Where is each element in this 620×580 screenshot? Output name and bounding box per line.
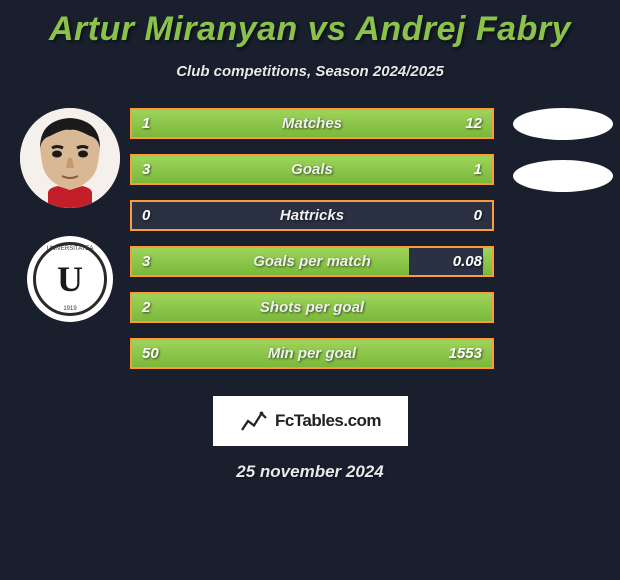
stat-bar: 31Goals (130, 154, 494, 185)
right-column (502, 108, 620, 384)
bar-value-left: 3 (142, 156, 150, 183)
stat-bar: 30.08Goals per match (130, 246, 494, 277)
bar-fill-left (132, 156, 402, 183)
comparison-panel: U UNIVERSITATEA 1919 112Matches31Goals00… (0, 108, 620, 384)
footer-date: 25 november 2024 (0, 462, 620, 482)
bar-value-left: 0 (142, 202, 150, 229)
bar-fill-right (483, 248, 492, 275)
left-column: U UNIVERSITATEA 1919 (10, 108, 130, 384)
bar-label: Hattricks (132, 202, 492, 229)
footer-brand-text: FcTables.com (275, 411, 381, 431)
bar-value-left: 2 (142, 294, 150, 321)
bar-value-right: 0 (474, 202, 482, 229)
avatar-placeholder-icon (20, 108, 120, 208)
page-subtitle: Club competitions, Season 2024/2025 (0, 63, 620, 80)
bar-value-left: 1 (142, 110, 150, 137)
player-avatar (20, 108, 120, 208)
bar-fill-left (132, 294, 492, 321)
stat-bar: 501553Min per goal (130, 338, 494, 369)
player2-avatar-placeholder (513, 108, 613, 140)
bar-fill-right (143, 340, 492, 367)
bar-value-left: 3 (142, 248, 150, 275)
club-year-text: 1919 (63, 306, 76, 312)
bar-fill-left (132, 248, 409, 275)
stat-bar: 112Matches (130, 108, 494, 139)
page-title: Artur Miranyan vs Andrej Fabry (0, 0, 620, 49)
bar-fill-right (160, 110, 492, 137)
bar-value-right: 1553 (449, 340, 482, 367)
stat-bar: 2Shots per goal (130, 292, 494, 323)
bar-value-right: 12 (465, 110, 482, 137)
club2-badge-placeholder (513, 160, 613, 192)
bar-value-left: 50 (142, 340, 159, 367)
footer-brand: FcTables.com (213, 396, 408, 446)
stat-bar: 0 0Hattricks (130, 200, 494, 231)
bar-value-right: 0.08 (453, 248, 482, 275)
fctables-icon (239, 406, 269, 436)
club-name-text: UNIVERSITATEA (47, 246, 94, 252)
club-badge: U UNIVERSITATEA 1919 (27, 236, 113, 322)
stat-bars: 112Matches31Goals00Hattricks30.08Goals p… (130, 108, 502, 384)
bar-value-right: 1 (474, 156, 482, 183)
